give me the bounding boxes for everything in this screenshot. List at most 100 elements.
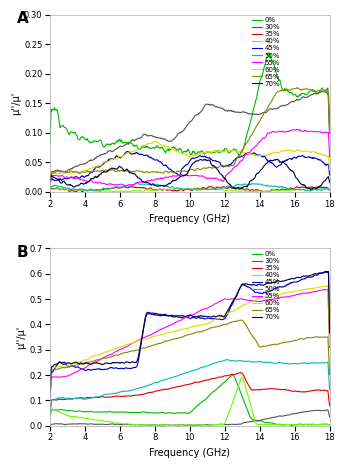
45% <box>277 284 281 290</box>
0% <box>267 50 271 55</box>
40% <box>266 189 270 195</box>
60% <box>181 151 185 157</box>
30% <box>328 414 332 420</box>
70% <box>48 179 52 185</box>
45% <box>183 163 187 168</box>
65% <box>199 166 203 172</box>
50% <box>134 181 138 186</box>
70% <box>48 387 52 393</box>
40% <box>48 187 52 193</box>
45% <box>321 160 326 166</box>
30% <box>48 422 52 428</box>
Line: 65%: 65% <box>50 88 330 181</box>
35% <box>328 403 332 408</box>
X-axis label: Frequency (GHz): Frequency (GHz) <box>149 448 230 458</box>
0% <box>322 421 326 427</box>
60% <box>328 167 332 173</box>
60% <box>321 284 325 289</box>
0% <box>181 410 185 416</box>
65% <box>48 178 52 183</box>
35% <box>261 189 265 195</box>
50% <box>328 187 332 193</box>
30% <box>214 104 218 110</box>
0% <box>328 422 332 428</box>
40% <box>183 186 187 191</box>
0% <box>230 372 235 378</box>
0% <box>289 423 293 428</box>
30% <box>183 423 188 428</box>
Line: 50%: 50% <box>50 183 330 191</box>
45% <box>182 314 186 320</box>
30% <box>182 126 186 132</box>
Line: 45%: 45% <box>50 151 330 184</box>
50% <box>308 188 312 194</box>
65% <box>48 391 52 397</box>
30% <box>325 407 329 413</box>
50% <box>183 187 187 192</box>
40% <box>200 186 204 192</box>
Y-axis label: μ''/μ': μ''/μ' <box>16 325 26 348</box>
35% <box>181 383 185 388</box>
30% <box>277 104 281 110</box>
70% <box>182 172 186 178</box>
65% <box>321 89 326 94</box>
70% <box>308 187 312 193</box>
50% <box>199 365 203 371</box>
40% <box>322 186 326 192</box>
40% <box>181 186 185 192</box>
60% <box>183 151 187 157</box>
60% <box>200 151 204 156</box>
65% <box>277 340 282 346</box>
30% <box>182 423 186 428</box>
40% <box>181 422 185 428</box>
70% <box>328 180 332 185</box>
Line: 70%: 70% <box>50 159 330 190</box>
55% <box>181 316 185 322</box>
35% <box>322 185 326 190</box>
55% <box>294 127 299 132</box>
60% <box>326 283 330 289</box>
Line: 50%: 50% <box>50 360 330 411</box>
0% <box>182 148 186 154</box>
0% <box>199 400 203 405</box>
30% <box>181 422 185 427</box>
65% <box>181 334 185 340</box>
50% <box>200 187 204 192</box>
0% <box>214 149 218 154</box>
50% <box>48 185 52 191</box>
70% <box>181 313 185 318</box>
50% <box>328 386 332 392</box>
45% <box>200 154 204 159</box>
30% <box>326 85 330 91</box>
35% <box>199 186 203 191</box>
40% <box>278 188 282 194</box>
60% <box>182 326 186 332</box>
50% <box>182 371 186 376</box>
50% <box>321 360 326 366</box>
45% <box>181 315 185 320</box>
0% <box>199 148 203 154</box>
65% <box>182 168 186 174</box>
65% <box>214 324 218 330</box>
60% <box>328 343 332 348</box>
0% <box>182 410 186 416</box>
35% <box>199 378 203 384</box>
70% <box>199 313 203 319</box>
70% <box>277 278 281 284</box>
40% <box>171 423 175 429</box>
0% <box>237 153 241 159</box>
45% <box>328 172 332 178</box>
55% <box>321 287 325 293</box>
55% <box>181 173 185 178</box>
45% <box>126 149 130 154</box>
65% <box>199 329 203 335</box>
0% <box>322 87 326 93</box>
40% <box>183 423 187 428</box>
65% <box>295 85 299 91</box>
Line: 55%: 55% <box>50 129 330 186</box>
65% <box>277 89 281 94</box>
60% <box>181 326 185 332</box>
Line: 60%: 60% <box>50 141 330 182</box>
35% <box>182 187 186 193</box>
45% <box>328 331 332 336</box>
